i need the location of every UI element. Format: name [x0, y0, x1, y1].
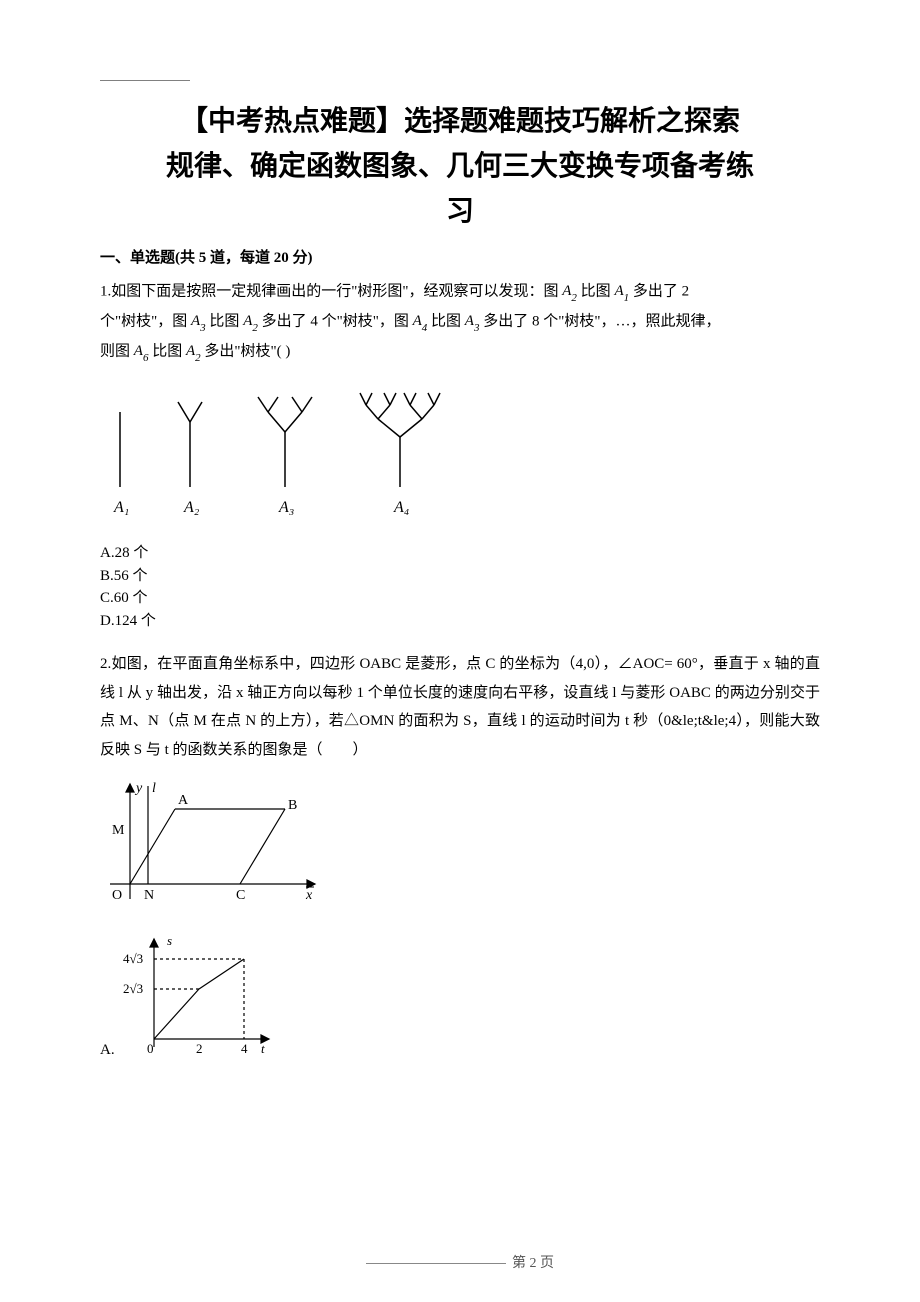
label-A: A — [178, 793, 189, 808]
label-t: t — [261, 1041, 265, 1056]
label-y: y — [134, 781, 143, 796]
sym-A2: A2 — [243, 307, 258, 337]
q1-text: 多出了 2 — [633, 284, 689, 300]
label-4root3: 4√3 — [123, 951, 143, 966]
label-A4: A₄ — [393, 499, 409, 516]
question-1: 1.如图下面是按照一定规律画出的一行"树形图"，经观察可以发现：图 A2 比图 … — [100, 277, 820, 367]
option-c: C.60 个 — [100, 587, 820, 610]
label-x: x — [305, 888, 313, 903]
label-B: B — [288, 798, 297, 813]
q1-options: A.28 个 B.56 个 C.60 个 D.124 个 — [100, 542, 820, 632]
tree-diagram: A₁ A₂ A₃ A₄ — [100, 377, 820, 532]
section-heading: 一、单选题(共 5 道，每道 20 分) — [100, 246, 820, 267]
label-N: N — [144, 888, 154, 903]
label-A2: A₂ — [183, 499, 200, 516]
option-a: A.28 个 — [100, 542, 820, 565]
label-O: O — [112, 888, 122, 903]
label-x4: 4 — [241, 1041, 248, 1056]
sym-A2: A2 — [186, 337, 201, 367]
sym-A2: A2 — [562, 277, 577, 307]
sym-A4: A4 — [413, 307, 428, 337]
q1-text: 比图 — [209, 314, 239, 330]
label-2root3: 2√3 — [123, 981, 143, 996]
q1-text: 多出"树枝"( ) — [204, 344, 290, 360]
question-2: 2.如图，在平面直角坐标系中，四边形 OABC 是菱形，点 C 的坐标为（4,0… — [100, 650, 820, 764]
q1-text: 比图 — [581, 284, 611, 300]
sym-A3: A3 — [191, 307, 206, 337]
label-A1: A₁ — [113, 499, 129, 516]
label-C: C — [236, 888, 245, 903]
rhombus-diagram: y l A B M O N C x — [100, 774, 820, 919]
page-number: 第 2 页 — [512, 1256, 554, 1271]
q1-text: 比图 — [431, 314, 461, 330]
label-l: l — [152, 781, 156, 796]
title-line-2: 规律、确定函数图象、几何三大变换专项备考练 — [100, 145, 820, 190]
option-a-graph: A. s 4√3 2√3 0 2 4 — [100, 929, 820, 1059]
title-line-1: 【中考热点难题】选择题难题技巧解析之探索 — [100, 100, 820, 145]
q1-text: 1.如图下面是按照一定规律画出的一行"树形图"，经观察可以发现：图 — [100, 284, 559, 300]
label-A3: A₃ — [278, 499, 294, 516]
q1-text: 则图 — [100, 344, 130, 360]
label-O2: 0 — [147, 1041, 154, 1056]
label-M: M — [112, 823, 125, 838]
q1-text: 比图 — [152, 344, 182, 360]
label-x2: 2 — [196, 1041, 203, 1056]
option-d: D.124 个 — [100, 610, 820, 633]
sym-A3: A3 — [465, 307, 480, 337]
option-a-prefix: A. — [100, 1042, 115, 1059]
q1-text: 多出了 4 个"树枝"，图 — [262, 314, 409, 330]
sym-A6: A6 — [134, 337, 149, 367]
title-line-3: 习 — [100, 190, 820, 235]
q1-text: 个"树枝"，图 — [100, 314, 187, 330]
label-s: s — [167, 933, 172, 948]
page-footer: 第 2 页 — [0, 1252, 920, 1272]
option-b: B.56 个 — [100, 565, 820, 588]
q1-text: 多出了 8 个"树枝"，…，照此规律， — [483, 314, 720, 330]
sym-A1: A1 — [614, 277, 629, 307]
